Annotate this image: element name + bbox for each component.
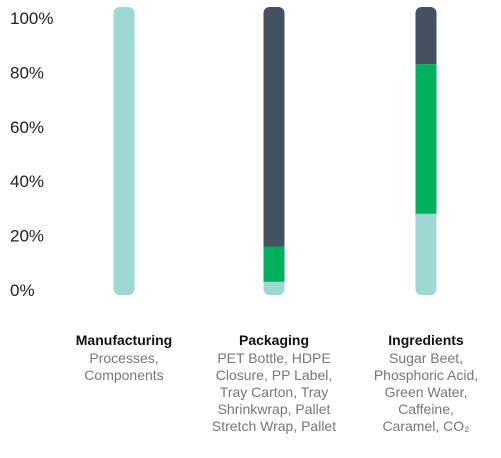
category-detail-line: Sugar Beet, [389, 350, 463, 366]
category-title: Packaging [238, 332, 310, 348]
category-title: Ingredients [388, 332, 464, 348]
category-detail-line: Tray Carton, Tray [219, 384, 329, 400]
category-title: Manufacturing [75, 332, 173, 348]
y-tick-label: 40% [10, 172, 44, 191]
category-detail-line: Caramel, CO₂ [382, 418, 470, 434]
y-tick-label: 60% [10, 118, 44, 137]
bar-packaging [263, 7, 285, 295]
bar-ingredients [415, 7, 437, 295]
bar-segment [263, 246, 285, 282]
category-label-packaging: Packaging PET Bottle, HDPE Closure, PP Lab… [199, 332, 349, 435]
bar-manufacturing [113, 7, 135, 295]
category-detail-line: Closure, PP Label, [215, 367, 333, 383]
category-detail-line: Caffeine, [398, 401, 454, 417]
y-tick-label: 20% [10, 227, 44, 246]
bar-segment [263, 7, 285, 247]
category-detail-line: Phosphoric Acid, [373, 367, 479, 383]
bar-segment [415, 7, 437, 65]
category-detail-line: Shrinkwrap, Pallet [217, 401, 331, 417]
bar-segment [263, 281, 285, 295]
category-detail-line: Green Water, [384, 384, 468, 400]
category-detail-line: Processes, [89, 350, 159, 366]
y-axis-ticks: 100% 80% 60% 40% 20% 0% [10, 9, 53, 300]
category-detail-line: Components [84, 367, 164, 383]
bar-segment [113, 7, 135, 295]
y-tick-label: 80% [10, 63, 44, 82]
category-label-manufacturing: Manufacturing Processes, Components [49, 332, 199, 384]
category-label-ingredients: Ingredients Sugar Beet, Phosphoric Acid, Gr… [351, 332, 501, 435]
bar-segment [415, 213, 437, 295]
bars [113, 7, 437, 295]
stacked-bar-chart: 100% 80% 60% 40% 20% 0% [10, 7, 437, 300]
category-detail-line: PET Bottle, HDPE [217, 350, 331, 366]
bar-segment [415, 64, 437, 214]
y-tick-label: 0% [10, 281, 35, 300]
y-tick-label: 100% [10, 9, 53, 28]
category-detail-line: Stretch Wrap, Pallet [211, 418, 337, 434]
